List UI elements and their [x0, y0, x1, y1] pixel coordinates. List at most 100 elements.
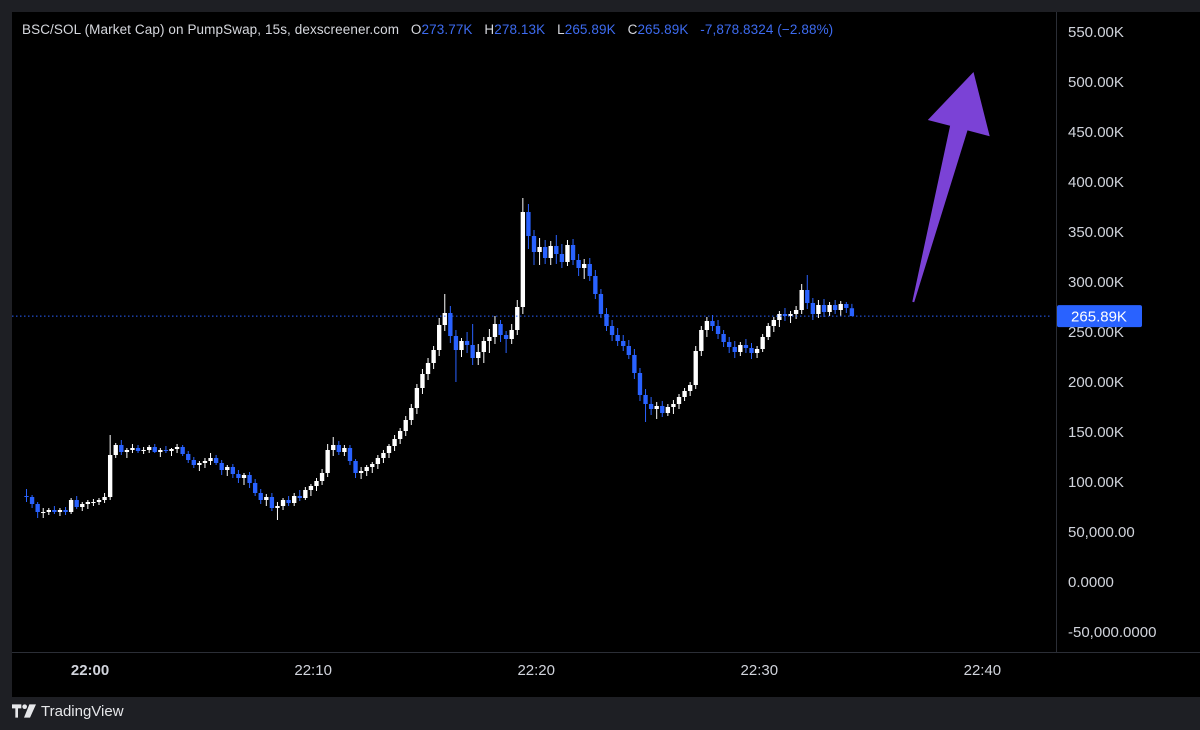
candle — [319, 469, 325, 485]
candle — [565, 240, 570, 266]
candle-body — [269, 497, 275, 508]
time-tick-label: 22:00 — [71, 662, 109, 679]
high-label: H — [484, 22, 495, 37]
candle — [191, 457, 196, 468]
time-axis[interactable]: 22:00 22:10 22:20 22:30 22:40 — [71, 662, 1001, 679]
candle-body — [68, 500, 74, 512]
candle-body — [219, 463, 224, 470]
candle-body — [247, 475, 252, 483]
candle — [297, 490, 302, 501]
candle-body — [559, 254, 565, 262]
candle-body — [542, 247, 548, 258]
candle — [448, 306, 453, 343]
candle-body — [147, 447, 152, 450]
candle — [158, 448, 163, 457]
chart-canvas[interactable]: 550.00K 500.00K 450.00K 400.00K 350.00K 300.0… — [12, 12, 1200, 697]
candle — [498, 320, 503, 342]
candle — [582, 259, 587, 279]
candle-body — [107, 455, 113, 497]
candle-body — [230, 467, 236, 474]
time-tick-label: 22:10 — [294, 662, 332, 679]
candle-body — [537, 247, 542, 252]
candle-body — [375, 458, 381, 464]
time-tick-label: 22:20 — [517, 662, 555, 679]
candle-body — [158, 450, 163, 452]
candle — [520, 198, 526, 314]
candle-body — [280, 500, 286, 506]
candle-body — [570, 245, 576, 260]
candle — [386, 444, 392, 458]
candle-body — [208, 458, 213, 461]
candle — [771, 317, 776, 332]
candle — [147, 445, 152, 453]
candle-body — [526, 212, 531, 236]
candle — [180, 445, 185, 456]
candle — [593, 270, 598, 299]
candle-body — [264, 497, 269, 500]
price-axis[interactable]: 550.00K 500.00K 450.00K 400.00K 350.00K 300.0… — [1068, 24, 1156, 641]
candle-body — [202, 461, 208, 463]
candle-body — [163, 450, 169, 451]
candle-body — [364, 467, 369, 471]
close-value: 265.89K — [637, 22, 689, 37]
candle — [453, 330, 459, 382]
candle — [68, 498, 74, 514]
candle-body — [520, 212, 526, 307]
candle-body — [292, 496, 297, 503]
low-value: 265.89K — [564, 22, 616, 37]
candle-body — [693, 351, 698, 385]
open-value: 273.77K — [421, 22, 473, 37]
ohlc-legend: BSC/SOL (Market Cap) on PumpSwap, 15s, d… — [22, 22, 833, 37]
price-tick-label: -50,000.0000 — [1068, 624, 1156, 641]
candle — [470, 324, 475, 365]
candle — [420, 369, 425, 394]
candle-body — [492, 324, 498, 337]
candle — [169, 448, 174, 456]
candle — [799, 284, 804, 314]
candle-body — [632, 355, 637, 373]
candle-body — [648, 404, 654, 409]
candle — [29, 495, 35, 508]
candle — [303, 487, 308, 500]
candle — [576, 254, 581, 276]
candle-body — [169, 449, 174, 451]
candle-body — [80, 504, 85, 507]
chart-frame[interactable]: 550.00K 500.00K 450.00K 400.00K 350.00K 300.0… — [12, 12, 1200, 697]
candle-body — [749, 348, 754, 353]
candle-body — [554, 246, 559, 254]
candle — [827, 302, 832, 316]
candle-body — [414, 388, 420, 408]
candle — [805, 275, 810, 309]
candle — [314, 478, 319, 491]
candle — [264, 494, 269, 506]
footer-branding[interactable]: TradingView — [12, 700, 124, 722]
candle — [832, 300, 838, 314]
low-label: L — [557, 22, 565, 37]
candle — [381, 450, 386, 463]
candle — [542, 240, 548, 264]
candle-body — [336, 445, 341, 452]
candle — [275, 502, 280, 520]
candle — [587, 258, 592, 281]
price-tick-label: 400.00K — [1068, 174, 1124, 191]
candle — [236, 470, 241, 483]
candle — [732, 341, 737, 358]
candle-body — [130, 448, 135, 450]
candle-body — [621, 341, 626, 346]
candle — [403, 416, 408, 436]
price-tick-label: 550.00K — [1068, 24, 1124, 41]
open-label: O — [410, 22, 422, 37]
price-tick-label: 0.0000 — [1068, 574, 1114, 591]
candle-body — [604, 314, 609, 326]
candle — [526, 204, 531, 249]
candle-body — [582, 264, 587, 268]
candle — [102, 493, 107, 503]
candle — [57, 508, 63, 516]
candle — [481, 337, 486, 363]
candle — [342, 445, 347, 456]
candle — [626, 340, 631, 359]
candle — [492, 316, 498, 344]
candle — [442, 294, 447, 331]
candle-body — [386, 446, 392, 453]
candle — [280, 498, 286, 510]
